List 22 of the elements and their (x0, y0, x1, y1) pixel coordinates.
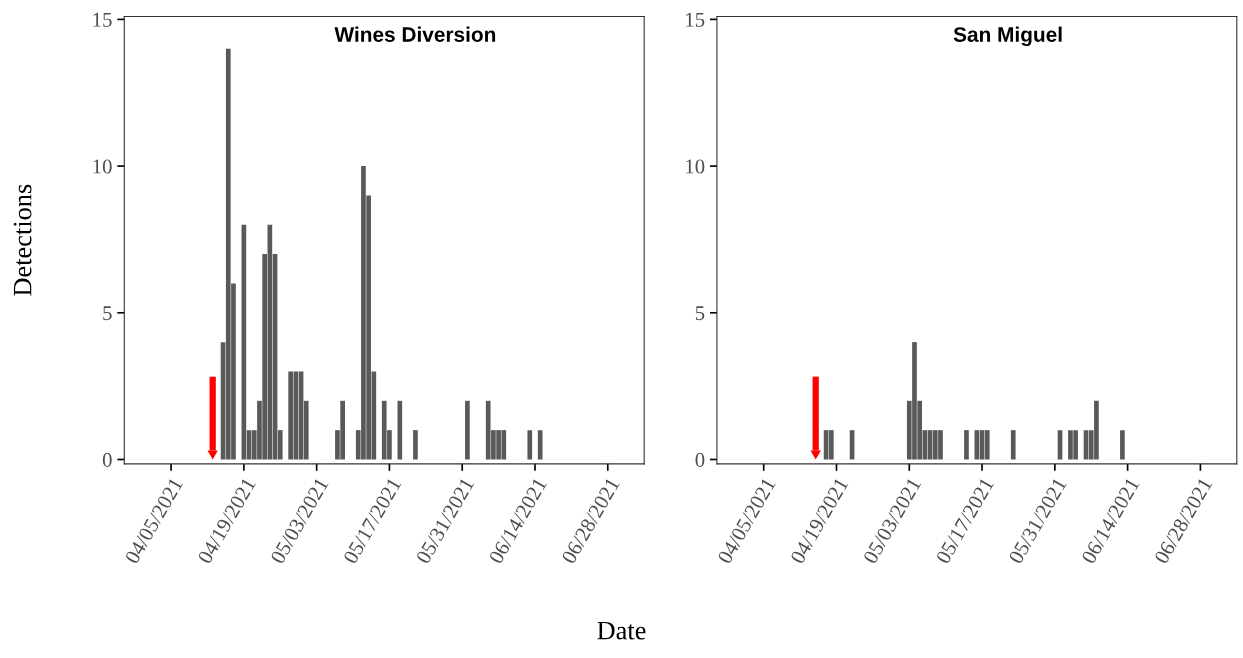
bar (964, 430, 969, 460)
y-tick-label: 10 (93, 159, 112, 174)
bar (537, 430, 543, 460)
bar (828, 430, 834, 460)
y-tick-label: 15 (686, 12, 705, 27)
chart-title: Wines Diversion (334, 26, 496, 42)
bar (1010, 430, 1016, 460)
y-tick-label: 5 (695, 306, 705, 321)
bar (1120, 430, 1125, 460)
x-axis-title: Date (597, 621, 646, 640)
y-tick-label: 10 (686, 159, 705, 174)
y-axis-title: Detections (13, 184, 32, 296)
bar (465, 400, 470, 460)
y-tick-label: 15 (93, 12, 112, 27)
y-tick-label: 0 (102, 452, 112, 467)
y-tick-label: 0 (695, 452, 705, 467)
bar (413, 430, 418, 460)
y-tick-label: 5 (103, 306, 112, 321)
bar (397, 400, 403, 460)
bar (984, 430, 990, 460)
bar (527, 430, 533, 460)
chart-title: San Miguel (953, 26, 1062, 47)
